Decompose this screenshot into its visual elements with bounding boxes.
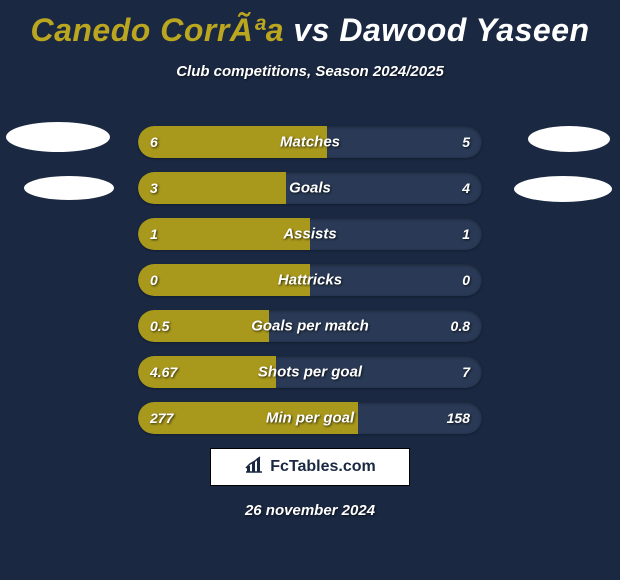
oval-left-2 — [24, 176, 114, 200]
stat-row: 0Hattricks0 — [138, 264, 482, 296]
player-left-name: Canedo CorrÃªa — [30, 12, 284, 48]
footer-date: 26 november 2024 — [0, 502, 620, 519]
stat-label: Min per goal — [138, 410, 482, 427]
stat-row: 277Min per goal158 — [138, 402, 482, 434]
oval-right-2 — [514, 176, 612, 202]
player-right-name: Dawood Yaseen — [339, 12, 589, 48]
oval-left-1 — [6, 122, 110, 152]
stat-label: Goals per match — [138, 318, 482, 335]
stat-label: Matches — [138, 134, 482, 151]
stats-bars-container: 6Matches5 3Goals4 1Assists1 0Hattricks0 0.5G… — [138, 126, 482, 434]
oval-right-1 — [528, 126, 610, 152]
stat-label: Assists — [138, 226, 482, 243]
stat-label: Hattricks — [138, 272, 482, 289]
stat-row: 6Matches5 — [138, 126, 482, 158]
comparison-title: Canedo CorrÃªa vs Dawood Yaseen — [0, 0, 620, 49]
stat-row: 4.67Shots per goal7 — [138, 356, 482, 388]
stat-label: Goals — [138, 180, 482, 197]
stat-value-right: 158 — [447, 410, 470, 426]
stat-value-right: 0 — [462, 272, 470, 288]
stat-value-right: 0.8 — [451, 318, 470, 334]
subtitle: Club competitions, Season 2024/2025 — [0, 63, 620, 80]
stat-row: 3Goals4 — [138, 172, 482, 204]
stat-row: 1Assists1 — [138, 218, 482, 250]
stat-value-right: 5 — [462, 134, 470, 150]
chart-icon — [244, 456, 264, 479]
stat-row: 0.5Goals per match0.8 — [138, 310, 482, 342]
stat-value-right: 7 — [462, 364, 470, 380]
stat-label: Shots per goal — [138, 364, 482, 381]
footer-badge[interactable]: FcTables.com — [210, 448, 410, 486]
footer-site-name: FcTables.com — [270, 458, 376, 476]
vs-separator: vs — [293, 12, 330, 48]
stat-value-right: 4 — [462, 180, 470, 196]
stat-value-right: 1 — [462, 226, 470, 242]
